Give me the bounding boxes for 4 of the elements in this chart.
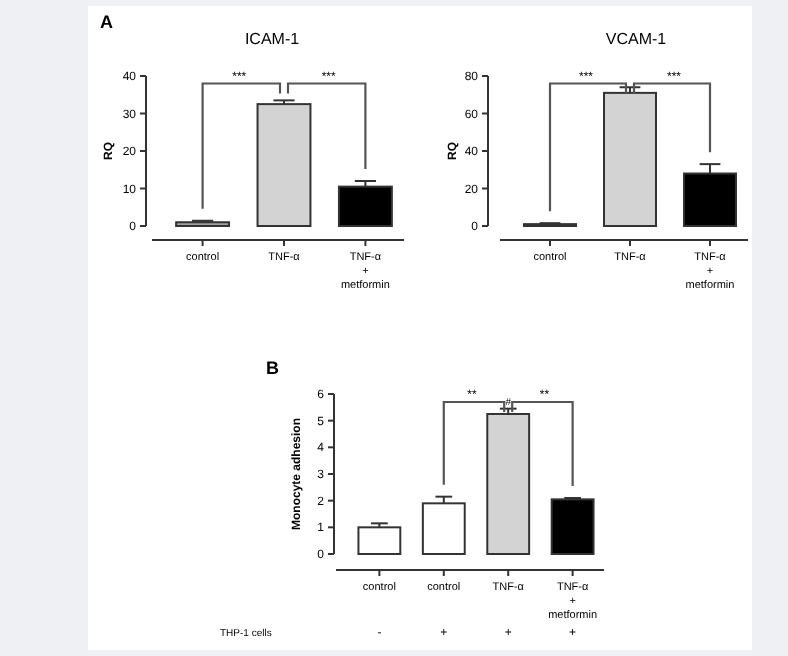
chart-title: VCAM-1	[605, 30, 668, 48]
text: A	[100, 12, 114, 32]
chart-title: ICAM-1	[244, 30, 301, 48]
text: B	[266, 358, 280, 378]
